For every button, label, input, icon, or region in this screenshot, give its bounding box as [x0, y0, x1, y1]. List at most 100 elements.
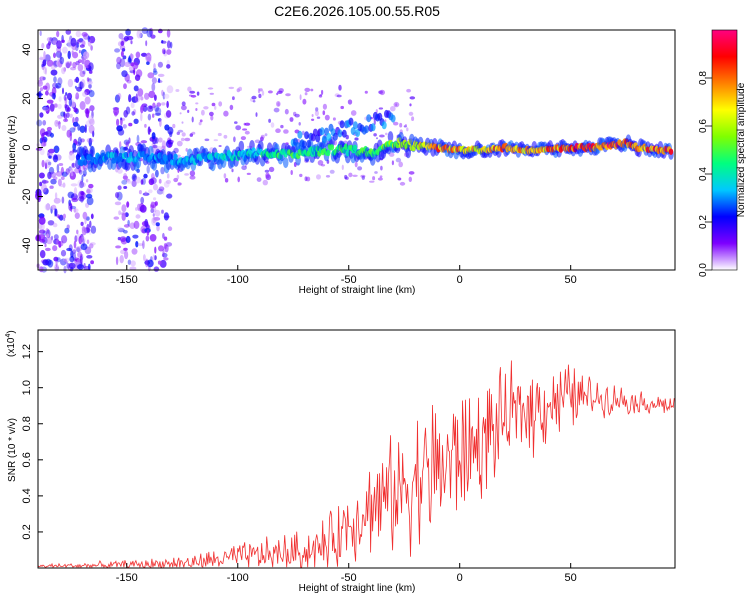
noise-dot	[77, 136, 82, 146]
noise-dot	[123, 83, 127, 90]
noise-dot	[380, 165, 383, 171]
noise-dot	[138, 190, 142, 195]
noise-dot	[154, 209, 161, 217]
noise-dot	[89, 105, 95, 112]
noise-dot	[86, 239, 90, 245]
y-tick-label: 40	[21, 43, 33, 55]
noise-dot	[393, 101, 400, 108]
noise-dot	[66, 263, 71, 269]
noise-dot	[203, 106, 209, 110]
noise-dot	[181, 101, 186, 106]
noise-dot	[84, 96, 91, 105]
noise-dot	[49, 37, 53, 41]
noise-dot	[204, 138, 210, 142]
noise-dot	[115, 192, 120, 199]
noise-dot	[409, 96, 416, 100]
noise-dot	[137, 243, 144, 247]
noise-dot	[78, 81, 85, 90]
noise-dot	[144, 92, 150, 100]
noise-dot	[198, 121, 202, 126]
noise-dot	[65, 29, 72, 35]
noise-dot	[399, 122, 403, 128]
ridge-branch	[306, 139, 312, 148]
noise-dot	[148, 90, 156, 99]
noise-dot	[56, 238, 59, 245]
noise-dot	[76, 86, 82, 92]
noise-dot	[88, 62, 94, 72]
noise-dot	[348, 172, 353, 178]
noise-dot	[117, 226, 123, 231]
noise-dot	[158, 178, 162, 184]
noise-dot	[85, 120, 91, 128]
noise-dot	[57, 103, 62, 110]
noise-dot	[46, 99, 54, 104]
noise-dot	[63, 118, 69, 123]
noise-dot	[121, 204, 127, 213]
noise-dot	[128, 122, 133, 127]
noise-dot	[90, 260, 94, 265]
noise-dot	[82, 70, 86, 75]
noise-dot	[164, 124, 170, 131]
noise-dot	[172, 123, 176, 129]
noise-dot	[39, 112, 44, 118]
noise-dot	[340, 105, 345, 110]
noise-dot	[116, 56, 122, 64]
noise-dot	[66, 247, 72, 252]
noise-dot	[61, 125, 67, 131]
noise-dot	[379, 175, 383, 178]
noise-dot	[119, 236, 127, 243]
noise-dot	[255, 112, 258, 117]
noise-dot	[123, 186, 128, 189]
noise-dot	[195, 102, 199, 105]
noise-dot	[45, 236, 53, 245]
colorbar: 0.0 0.2 0.4 0.6 0.8 Normalized spectral ampl…	[698, 29, 747, 277]
noise-dot	[159, 259, 167, 268]
noise-dot	[74, 116, 79, 123]
noise-dot	[321, 89, 324, 95]
noise-dot	[133, 85, 139, 92]
noise-dot	[134, 74, 141, 81]
ridge-branch	[341, 129, 347, 138]
noise-dot	[157, 28, 163, 34]
noise-dot	[74, 212, 80, 219]
noise-dot	[268, 118, 271, 123]
noise-dot	[146, 259, 154, 268]
noise-dot	[123, 230, 128, 234]
noise-dot	[137, 88, 144, 97]
noise-dot	[131, 111, 135, 116]
noise-dot	[153, 63, 156, 70]
noise-dot	[163, 212, 169, 221]
noise-dot	[78, 169, 83, 175]
noise-dot	[56, 121, 61, 125]
noise-dot	[61, 67, 66, 75]
ridge-branch	[370, 123, 376, 132]
noise-dot	[236, 88, 240, 93]
noise-dot	[63, 94, 67, 101]
noise-dot	[79, 125, 86, 133]
noise-dot	[114, 48, 121, 53]
noise-dot	[163, 243, 167, 250]
noise-dot	[46, 233, 49, 238]
noise-dot	[136, 29, 142, 39]
noise-dot	[131, 173, 137, 182]
noise-dot	[87, 80, 93, 85]
noise-dot	[68, 152, 76, 161]
noise-dot	[55, 50, 62, 58]
noise-dot	[260, 134, 265, 139]
noise-dot	[58, 120, 61, 130]
noise-dot	[354, 161, 358, 168]
noise-dot	[39, 55, 43, 63]
colorbar-tick-label: 0.4	[698, 167, 709, 181]
noise-dot	[261, 90, 265, 96]
noise-dot	[36, 119, 43, 127]
noise-dot	[46, 43, 51, 50]
noise-dot	[127, 259, 132, 265]
noise-dot	[118, 210, 121, 216]
noise-dot	[39, 76, 46, 81]
noise-dot	[177, 182, 182, 186]
ridge-core	[173, 153, 178, 160]
noise-dot	[153, 183, 158, 191]
noise-dot	[224, 178, 229, 183]
noise-dot	[265, 172, 270, 179]
noise-dot	[84, 88, 91, 96]
